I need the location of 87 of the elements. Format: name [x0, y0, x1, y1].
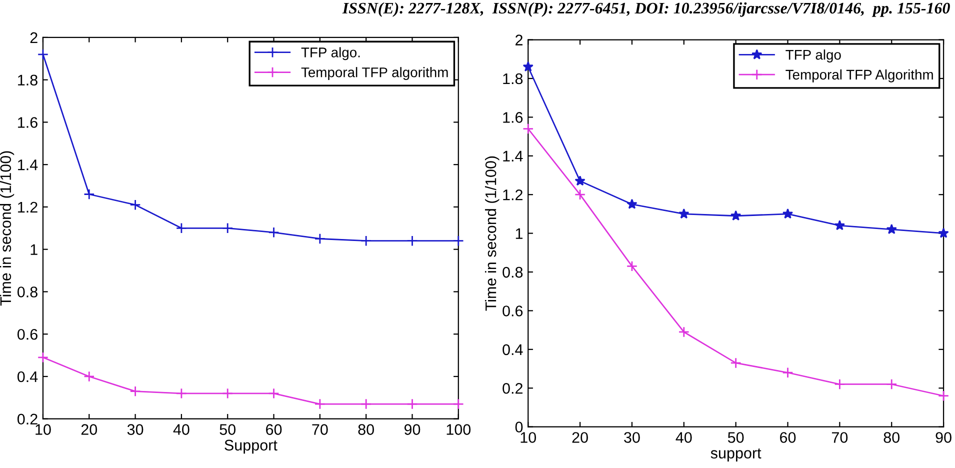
y-tick-label: 1.8	[18, 74, 38, 86]
point	[176, 388, 188, 399]
x-tick-label: 40	[676, 432, 692, 443]
x-tick-label: 100	[446, 424, 471, 435]
point	[886, 378, 898, 390]
x-axis-title: Support	[224, 440, 278, 454]
point	[886, 224, 897, 234]
point	[268, 226, 280, 238]
y-tick-label: 1.2	[18, 202, 38, 212]
point	[626, 260, 638, 272]
y-tick-label: 2	[30, 32, 38, 43]
point	[314, 398, 326, 410]
point	[222, 388, 234, 399]
y-tick-label: 0.6	[502, 306, 523, 316]
y-tick-label: 0.6	[17, 328, 38, 340]
point	[782, 367, 794, 378]
y-tick-label: 0.2	[17, 414, 38, 425]
point	[938, 390, 950, 402]
point	[522, 61, 534, 72]
x-tick-label: 50	[220, 424, 236, 435]
y-axis-title: Time in second (1/100)	[485, 156, 500, 311]
x-tick-label: 40	[173, 424, 190, 435]
x-tick-label: 20	[572, 432, 588, 443]
y-tick-label: 1.8	[503, 73, 523, 84]
y-axis-title: Time in second (1/100)	[0, 151, 14, 306]
x-tick-label: 90	[936, 432, 952, 443]
point	[84, 188, 95, 200]
point	[834, 220, 845, 230]
point	[84, 370, 95, 382]
point	[574, 189, 586, 200]
y-tick-label: 0.4	[502, 344, 523, 356]
point	[782, 208, 794, 219]
point	[834, 378, 846, 390]
legend-label: Temporal TFP algorithm	[301, 67, 448, 80]
text: ISSN(E): 2277-128X, ISSN(P): 2277-6451, DOI: 10.23956/ijarcsse/V7I8/0146, pp. 155-160	[342, 2, 950, 17]
point	[730, 210, 742, 221]
point	[938, 228, 949, 238]
x-tick-label: 80	[884, 432, 900, 443]
y-tick-label: 1.4	[18, 160, 38, 170]
x-tick-label: 10	[520, 432, 536, 443]
point	[314, 233, 326, 244]
legend-label: Temporal TFP Algorithm	[786, 69, 933, 82]
x-tick-label: 30	[624, 432, 640, 443]
x-tick-label: 20	[81, 424, 98, 435]
point	[522, 123, 534, 134]
legend-label: TFP algo	[786, 50, 841, 62]
x-tick-label: 70	[312, 424, 328, 435]
point	[130, 199, 141, 210]
x-axis-title: support	[710, 448, 762, 462]
point	[730, 357, 742, 369]
x-tick-label: 90	[404, 424, 420, 435]
point	[452, 235, 464, 246]
point	[176, 222, 188, 234]
point	[360, 235, 372, 246]
point	[626, 198, 638, 209]
point	[37, 48, 49, 60]
x-tick-label: 80	[358, 424, 374, 435]
x-tick-label: 10	[36, 424, 51, 435]
x-tick-label: 70	[832, 432, 848, 443]
point	[406, 235, 418, 246]
x-tick-label: 50	[728, 432, 744, 443]
y-tick-label: 0.2	[502, 382, 522, 394]
y-tick-label: 1.6	[503, 112, 523, 123]
x-tick-label: 60	[780, 432, 796, 443]
point	[574, 175, 586, 186]
x-tick-label: 30	[127, 424, 144, 435]
point	[130, 386, 141, 397]
y-tick-label: 2	[516, 34, 522, 46]
y-tick-label: 1.6	[18, 117, 38, 128]
point	[678, 208, 690, 219]
point	[37, 352, 49, 363]
y-tick-label: 0.4	[17, 371, 38, 382]
y-tick-label: 0	[515, 422, 523, 432]
x-tick-label: 60	[266, 424, 282, 435]
point	[222, 222, 234, 234]
y-tick-label: 1.2	[503, 189, 522, 200]
y-tick-label: 1.4	[503, 150, 523, 162]
point	[678, 326, 690, 338]
point	[406, 398, 418, 410]
point	[268, 388, 280, 399]
legend-label: TFP algo.	[301, 47, 360, 60]
point	[360, 398, 372, 410]
y-tick-label: 0.8	[17, 286, 38, 298]
y-tick-label: 1	[516, 228, 523, 239]
point	[452, 398, 464, 410]
y-tick-label: 0.8	[502, 266, 523, 278]
y-tick-label: 1	[30, 244, 38, 255]
